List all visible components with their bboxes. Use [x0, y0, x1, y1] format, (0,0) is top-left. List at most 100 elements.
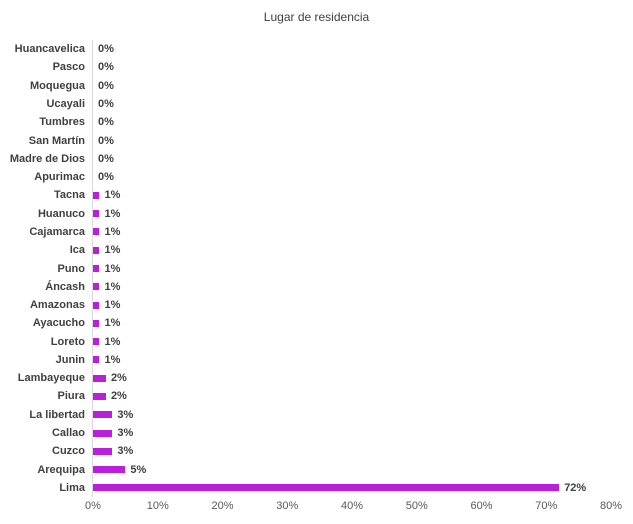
- value-label: 1%: [104, 335, 121, 348]
- category-label: Moquegua: [30, 79, 85, 92]
- category-label: Piura: [57, 390, 85, 403]
- bar[interactable]: [93, 283, 100, 291]
- value-label: 1%: [104, 262, 121, 275]
- bar[interactable]: [93, 484, 560, 492]
- category-label: Lima: [59, 481, 85, 494]
- x-tick-label: 20%: [211, 500, 234, 512]
- bar-row: 1%: [93, 351, 611, 369]
- category-label: Apurimac: [34, 171, 85, 184]
- bar[interactable]: [93, 356, 100, 364]
- category-label: Junin: [55, 353, 85, 366]
- bar[interactable]: [93, 191, 100, 199]
- category-label: Puno: [57, 262, 86, 275]
- category-label: Huancavelica: [14, 43, 85, 56]
- bar[interactable]: [93, 210, 100, 218]
- value-label: 0%: [98, 116, 114, 129]
- x-tick-label: 0%: [85, 500, 101, 512]
- bar[interactable]: [93, 338, 100, 346]
- bar[interactable]: [93, 447, 113, 455]
- value-label: 5%: [130, 463, 147, 476]
- bar-row: 0%: [93, 58, 611, 76]
- bar-row: 72%: [93, 479, 611, 497]
- bar[interactable]: [93, 265, 100, 273]
- category-label: Callao: [51, 427, 85, 440]
- value-label: 1%: [104, 299, 121, 312]
- x-tick-label: 80%: [599, 500, 623, 512]
- bar-row: 1%: [93, 296, 611, 314]
- bar-row: 2%: [93, 369, 611, 387]
- bar-row: 1%: [93, 333, 611, 351]
- bar-row: 1%: [93, 186, 611, 204]
- category-label: Cajamarca: [29, 225, 85, 238]
- bar-row: 3%: [93, 442, 611, 460]
- category-label: Huanuco: [37, 207, 85, 220]
- value-label: 1%: [104, 353, 121, 366]
- bar-row: 1%: [93, 314, 611, 332]
- x-axis: 0% 10% 20% 30% 40% 50% 60% 70% 80%: [85, 500, 622, 516]
- category-label: Madre de Dios: [9, 152, 85, 165]
- value-label: 1%: [104, 280, 121, 293]
- bar[interactable]: [93, 429, 113, 437]
- bar-row: 1%: [93, 278, 611, 296]
- category-label: Loreto: [50, 335, 85, 348]
- value-label: 1%: [104, 244, 121, 257]
- value-label: 1%: [104, 207, 121, 220]
- value-label: 1%: [104, 317, 121, 330]
- bar-row: 2%: [93, 387, 611, 405]
- value-label: 0%: [98, 43, 114, 56]
- category-axis: Huancavelica Pasco Moquegua Ucayali Tumbres S…: [0, 40, 85, 497]
- bar-row: 0%: [93, 113, 611, 131]
- chart-title: Lugar de residencia: [263, 10, 370, 24]
- value-label: 2%: [110, 390, 127, 403]
- y-axis-line: [92, 40, 93, 497]
- value-label: 72%: [564, 481, 587, 494]
- value-label: 3%: [117, 445, 134, 458]
- value-label: 0%: [98, 171, 114, 184]
- value-label: 1%: [104, 189, 121, 202]
- x-tick-label: 30%: [276, 500, 299, 512]
- x-tick-label: 40%: [340, 500, 364, 512]
- x-tick-label: 60%: [470, 500, 493, 512]
- category-label: Lambayeque: [17, 372, 85, 385]
- value-label: 0%: [98, 79, 114, 92]
- bar[interactable]: [93, 246, 100, 254]
- bar[interactable]: [93, 411, 113, 419]
- category-label: Pasco: [52, 61, 85, 74]
- bar-row: 1%: [93, 223, 611, 241]
- bar[interactable]: [93, 228, 100, 236]
- bar[interactable]: [93, 392, 106, 400]
- bar-row: 0%: [93, 131, 611, 149]
- value-label: 0%: [98, 61, 114, 74]
- bar-row: 3%: [93, 406, 611, 424]
- bar[interactable]: [93, 374, 106, 382]
- bar[interactable]: [93, 319, 100, 327]
- x-tick-label: 10%: [146, 500, 169, 512]
- category-label: Ayacucho: [32, 317, 85, 330]
- bar-row: 0%: [93, 168, 611, 186]
- x-tick-label: 50%: [405, 500, 428, 512]
- bar[interactable]: [93, 301, 100, 309]
- value-label: 0%: [98, 97, 114, 110]
- value-label: 3%: [117, 427, 134, 440]
- category-label: La libertad: [29, 408, 85, 421]
- category-label: Tumbres: [39, 116, 85, 129]
- value-label: 2%: [110, 372, 127, 385]
- value-label: 0%: [98, 134, 114, 147]
- bar-row: 0%: [93, 40, 611, 58]
- bar-row: 1%: [93, 241, 611, 259]
- plot-area: 0% 0% 0% 0% 0% 0% 0% 0% 1% 1% 1% 1% 1% 1% 1% 1% 1% 1% 2% 2%…: [93, 40, 611, 497]
- bar-row: 1%: [93, 259, 611, 277]
- value-label: 1%: [104, 225, 121, 238]
- category-label: Ucayali: [46, 97, 85, 110]
- category-label: Amazonas: [29, 299, 85, 312]
- category-label: San Martín: [28, 134, 85, 147]
- bar[interactable]: [93, 466, 126, 474]
- bar-row: 5%: [93, 460, 611, 478]
- bar-row: 0%: [93, 150, 611, 168]
- category-label: Arequipa: [37, 463, 85, 476]
- category-label: Cuzco: [52, 445, 85, 458]
- x-tick-label: 70%: [535, 500, 558, 512]
- bar-row: 0%: [93, 77, 611, 95]
- bar-row: 3%: [93, 424, 611, 442]
